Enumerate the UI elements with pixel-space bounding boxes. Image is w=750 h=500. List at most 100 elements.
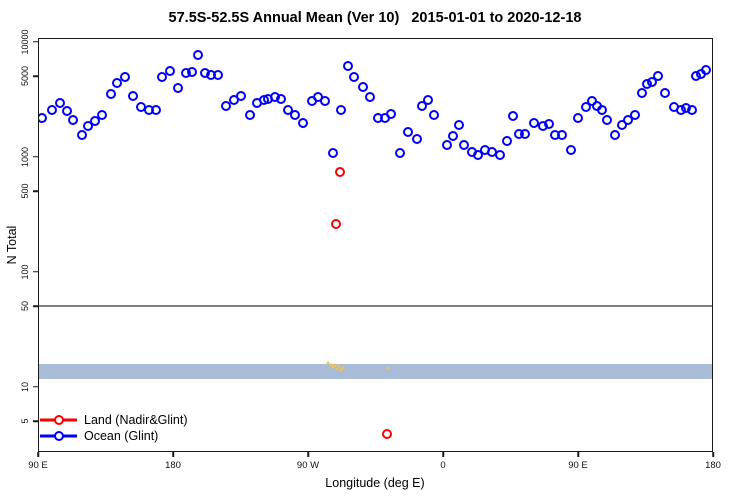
data-point — [331, 365, 335, 369]
legend-label: Ocean (Glint) — [84, 429, 159, 443]
y-tick — [33, 190, 38, 193]
legend-circle-icon — [53, 431, 64, 441]
x-tick-label: 90 E — [568, 460, 588, 471]
y-tick — [33, 41, 38, 43]
legend-circle-icon — [53, 415, 64, 425]
legend-item: Ocean (Glint) — [40, 428, 188, 444]
data-point — [82, 121, 93, 132]
data-point — [335, 167, 346, 178]
data-point — [156, 71, 167, 82]
legend: Land (Nadir&Glint) Ocean (Glint) — [40, 412, 188, 444]
data-point — [687, 104, 698, 115]
data-point — [647, 76, 658, 87]
data-point — [39, 113, 47, 124]
data-point — [422, 95, 433, 106]
data-point — [326, 361, 330, 365]
data-point — [597, 104, 608, 115]
x-tick — [307, 452, 309, 457]
data-point — [164, 65, 175, 76]
x-tick — [712, 452, 714, 457]
reference-line — [39, 305, 712, 307]
y-tick-label: 10000 — [20, 29, 30, 55]
data-point — [543, 119, 554, 130]
y-tick-label: 10 — [20, 381, 30, 392]
data-point — [349, 71, 360, 82]
data-point — [329, 363, 333, 367]
data-point — [76, 130, 87, 141]
data-point — [320, 96, 331, 106]
y-tick-label: 5 — [20, 418, 30, 424]
x-tick-label: 180 — [165, 460, 181, 471]
data-point — [411, 134, 422, 145]
x-tick — [442, 452, 444, 457]
data-point — [382, 429, 393, 440]
data-point — [364, 91, 375, 102]
x-tick — [577, 452, 579, 457]
data-point — [394, 148, 405, 159]
y-tick-label: 50 — [20, 301, 30, 312]
data-point — [447, 131, 458, 142]
data-point — [358, 81, 369, 92]
data-point — [581, 102, 592, 113]
data-point — [336, 104, 347, 115]
y-tick — [33, 270, 38, 273]
data-point — [213, 70, 224, 81]
data-point — [441, 140, 452, 151]
data-point — [47, 104, 57, 115]
data-point — [402, 127, 413, 138]
data-point — [573, 113, 584, 124]
data-point — [566, 145, 577, 156]
y-tick — [33, 75, 38, 78]
data-point — [519, 129, 530, 140]
data-point — [333, 363, 337, 366]
x-tick — [37, 452, 39, 457]
y-tick-label: 5000 — [20, 66, 30, 87]
data-point — [623, 115, 634, 126]
data-point — [557, 130, 568, 141]
data-point — [335, 367, 339, 371]
data-point — [630, 109, 641, 120]
y-axis-title: N Total — [5, 225, 19, 265]
data-point — [653, 70, 664, 81]
data-point — [385, 108, 396, 119]
data-point — [105, 88, 116, 99]
data-point — [150, 104, 161, 115]
y-tick — [33, 305, 38, 308]
data-point — [290, 110, 301, 121]
data-point — [172, 82, 183, 93]
legend-marker-icon — [40, 431, 77, 441]
data-point — [494, 150, 505, 161]
y-tick-label: 500 — [20, 183, 30, 199]
data-point — [458, 139, 469, 150]
data-point — [453, 120, 464, 131]
data-point — [192, 49, 203, 60]
data-point — [54, 98, 65, 109]
data-point — [617, 120, 628, 131]
legend-item: Land (Nadir&Glint) — [40, 412, 188, 428]
data-point — [610, 130, 621, 141]
data-point — [283, 104, 294, 115]
data-point — [660, 87, 671, 98]
plot-area — [38, 38, 713, 452]
data-point — [386, 366, 390, 370]
data-point — [328, 148, 339, 159]
x-tick — [172, 452, 174, 457]
data-point — [341, 366, 345, 370]
data-point — [236, 90, 247, 101]
data-point — [61, 105, 72, 116]
x-tick-label: 0 — [440, 460, 446, 471]
data-point — [602, 115, 613, 126]
data-point — [501, 136, 512, 147]
legend-label: Land (Nadir&Glint) — [84, 413, 188, 427]
data-point — [507, 111, 518, 122]
data-point — [245, 110, 256, 121]
data-point — [119, 71, 130, 82]
data-point — [416, 101, 427, 112]
chart-title: 57.5S-52.5S Annual Mean (Ver 10) 2015-01… — [168, 10, 582, 26]
data-point — [96, 110, 107, 121]
x-tick-label: 180 — [705, 460, 721, 471]
x-tick-label: 90 E — [28, 460, 48, 471]
data-point — [428, 110, 439, 121]
data-point — [127, 90, 138, 101]
